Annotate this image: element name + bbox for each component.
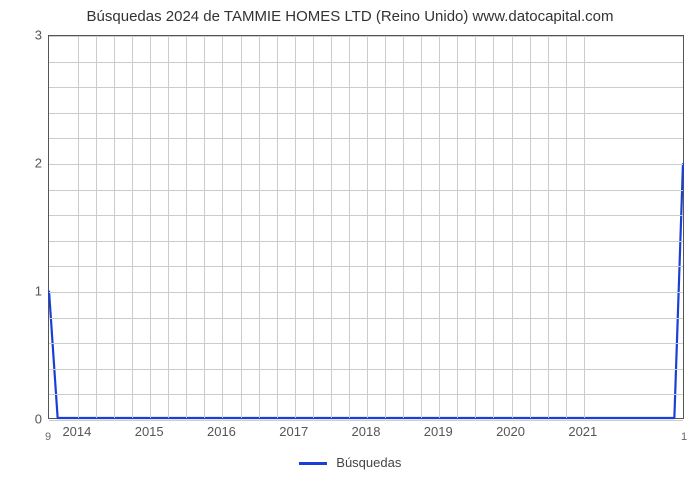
grid-line-v [132, 36, 133, 418]
grid-line-v [204, 36, 205, 418]
grid-line-v [421, 36, 422, 418]
grid-line-v [493, 36, 494, 418]
grid-line-v [277, 36, 278, 418]
grid-line-v [566, 36, 567, 418]
x-tick-label: 2019 [424, 424, 453, 439]
grid-line-v [457, 36, 458, 418]
chart-container: Búsquedas 2024 de TAMMIE HOMES LTD (Rein… [10, 8, 690, 492]
legend-label: Búsquedas [336, 455, 401, 470]
x-tick-label: 2014 [62, 424, 91, 439]
grid-line-h [49, 241, 683, 242]
grid-line-v [349, 36, 350, 418]
grid-line-v [241, 36, 242, 418]
grid-line-h [49, 369, 683, 370]
grid-line-v [548, 36, 549, 418]
grid-line-h [49, 113, 683, 114]
grid-line-h [49, 138, 683, 139]
grid-line-v [313, 36, 314, 418]
grid-line-v [475, 36, 476, 418]
grid-line-h [49, 215, 683, 216]
plot-area [48, 35, 684, 419]
grid-line-v [512, 36, 513, 418]
chart-title: Búsquedas 2024 de TAMMIE HOMES LTD (Rein… [10, 8, 690, 25]
grid-line-h [49, 190, 683, 191]
grid-line-v [439, 36, 440, 418]
grid-line-v [259, 36, 260, 418]
x-tick-label: 2015 [135, 424, 164, 439]
grid-line-h [49, 266, 683, 267]
grid-line-h [49, 420, 683, 421]
x-tick-label: 2018 [352, 424, 381, 439]
grid-line-v [385, 36, 386, 418]
grid-line-h [49, 164, 683, 165]
grid-line-v [186, 36, 187, 418]
grid-line-h [49, 318, 683, 319]
legend-swatch [299, 462, 327, 465]
grid-line-v [114, 36, 115, 418]
x-tick-label: 2021 [568, 424, 597, 439]
grid-line-v [222, 36, 223, 418]
legend: Búsquedas [10, 455, 690, 470]
x-tick-label: 2020 [496, 424, 525, 439]
grid-line-h [49, 62, 683, 63]
grid-line-v [367, 36, 368, 418]
grid-line-v [168, 36, 169, 418]
plot-wrap: 0 1 2 3 2014 2015 2016 2017 2018 2019 2020 2021 9 1 [10, 31, 690, 451]
grid-line-v [331, 36, 332, 418]
x-tick-label: 2017 [279, 424, 308, 439]
y-tick-label: 0 [10, 412, 42, 427]
y-tick-label: 3 [10, 28, 42, 43]
grid-line-v [295, 36, 296, 418]
grid-line-v [78, 36, 79, 418]
grid-line-v [530, 36, 531, 418]
grid-line-v [584, 36, 585, 418]
grid-line-v [150, 36, 151, 418]
x-tick-label: 2016 [207, 424, 236, 439]
y-tick-label: 2 [10, 156, 42, 171]
grid-line-h [49, 343, 683, 344]
series-line [49, 36, 683, 418]
data-end-label: 9 [45, 431, 51, 443]
grid-line-h [49, 394, 683, 395]
data-end-label: 1 [681, 431, 687, 443]
y-tick-label: 1 [10, 284, 42, 299]
grid-line-v [403, 36, 404, 418]
grid-line-h [49, 292, 683, 293]
grid-line-h [49, 36, 683, 37]
grid-line-h [49, 87, 683, 88]
grid-line-v [96, 36, 97, 418]
